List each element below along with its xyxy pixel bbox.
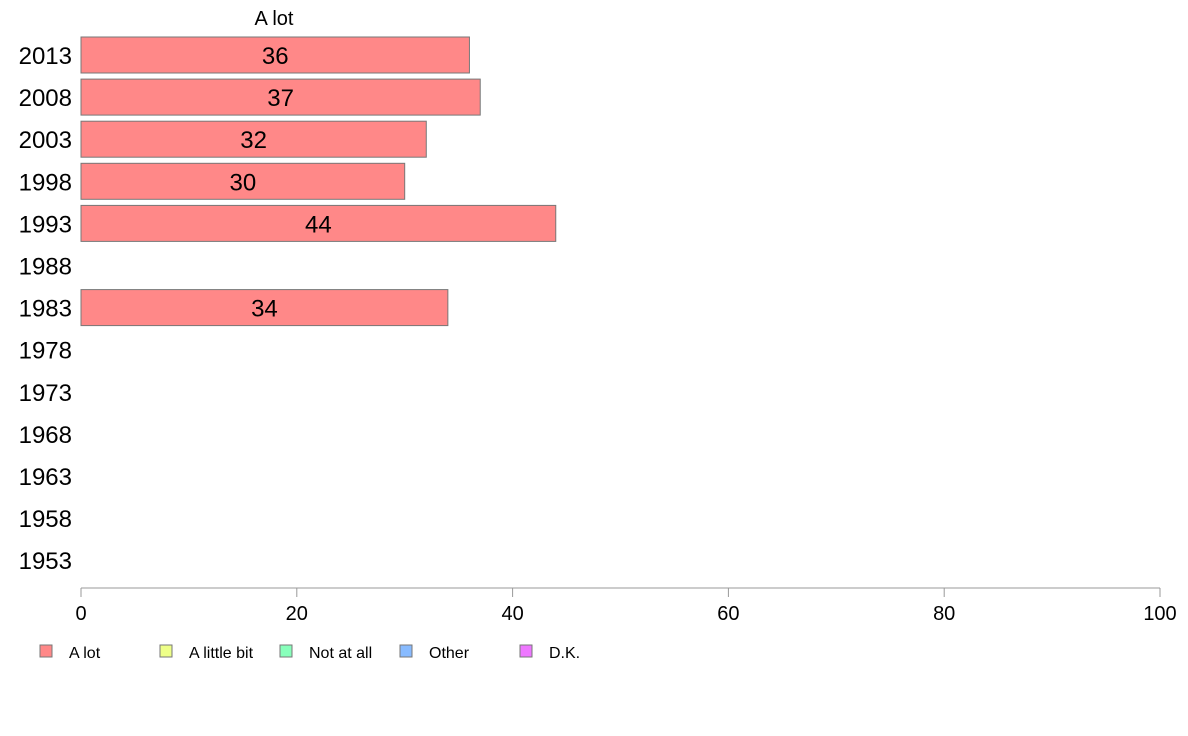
x-tick-label: 60	[717, 603, 739, 625]
bar	[80, 162, 406, 200]
category-label: 1963	[19, 464, 72, 491]
category-label: 1983	[19, 296, 72, 323]
series-title: A lot	[255, 8, 294, 30]
bar	[80, 120, 427, 158]
bar	[80, 289, 449, 327]
category-labels: 2013 2008 2003 1998 1993 1988 1983 1978 1973 1968…	[19, 43, 72, 575]
x-tick-label: 0	[75, 603, 86, 625]
category-label: 1988	[19, 254, 72, 281]
data-label: 37	[267, 85, 294, 112]
x-tick-label: 80	[933, 603, 955, 625]
legend-swatch	[519, 644, 533, 658]
x-tick-label: 40	[501, 603, 523, 625]
legend-label: Not at all	[309, 645, 372, 662]
category-label: 1968	[19, 422, 72, 449]
category-label: 1953	[19, 548, 72, 575]
category-label: 2003	[19, 127, 72, 154]
data-label: 32	[240, 127, 267, 154]
x-tick-label: 20	[286, 603, 308, 625]
category-label: 2008	[19, 85, 72, 112]
category-label: 1978	[19, 338, 72, 365]
data-label: 30	[229, 169, 256, 196]
data-label: 44	[305, 211, 332, 238]
bar	[80, 36, 470, 74]
legend-label: D.K.	[549, 645, 580, 662]
legend-label: A lot	[69, 645, 101, 662]
legend-label: Other	[429, 645, 470, 662]
legend-swatch	[399, 644, 413, 658]
category-label: 2013	[19, 43, 72, 70]
legend: A lot A little bit Not at all Other D.K.	[39, 644, 580, 662]
x-axis: 0 20 40 60 80 100	[75, 587, 1177, 625]
category-label: 1958	[19, 506, 72, 533]
bar	[80, 78, 481, 116]
legend-label: A little bit	[189, 645, 254, 662]
legend-swatch	[159, 644, 173, 658]
category-label: 1973	[19, 380, 72, 407]
data-label: 34	[251, 296, 278, 323]
category-label: 1993	[19, 211, 72, 238]
x-tick-label: 100	[1143, 603, 1176, 625]
legend-swatch	[279, 644, 293, 658]
bar	[80, 204, 557, 242]
legend-swatch	[39, 644, 53, 658]
category-label: 1998	[19, 169, 72, 196]
data-label: 36	[262, 43, 289, 70]
